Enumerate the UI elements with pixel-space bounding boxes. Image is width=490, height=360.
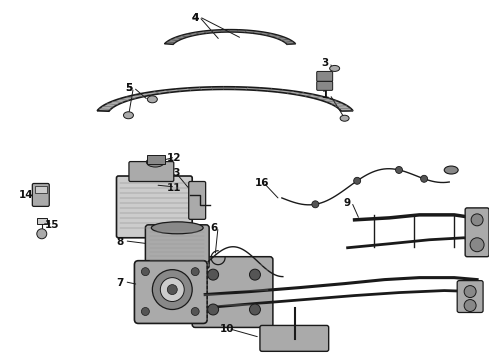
Circle shape bbox=[191, 268, 199, 276]
Circle shape bbox=[167, 285, 177, 294]
FancyBboxPatch shape bbox=[189, 181, 206, 219]
Text: 6: 6 bbox=[210, 223, 218, 233]
Circle shape bbox=[152, 270, 192, 310]
Text: 7: 7 bbox=[117, 278, 124, 288]
Ellipse shape bbox=[123, 112, 133, 119]
Circle shape bbox=[160, 278, 184, 302]
FancyBboxPatch shape bbox=[192, 257, 273, 328]
Bar bbox=[147, 155, 165, 164]
FancyBboxPatch shape bbox=[146, 225, 209, 269]
Text: 5: 5 bbox=[125, 84, 133, 93]
Text: 16: 16 bbox=[255, 178, 270, 188]
Ellipse shape bbox=[151, 222, 203, 234]
FancyBboxPatch shape bbox=[317, 71, 333, 81]
Circle shape bbox=[191, 307, 199, 315]
FancyBboxPatch shape bbox=[317, 81, 333, 90]
Text: 14: 14 bbox=[19, 190, 33, 200]
Circle shape bbox=[208, 269, 219, 280]
Ellipse shape bbox=[147, 157, 164, 167]
FancyBboxPatch shape bbox=[129, 162, 174, 181]
Circle shape bbox=[142, 307, 149, 315]
Polygon shape bbox=[97, 87, 353, 111]
Circle shape bbox=[37, 229, 47, 239]
FancyBboxPatch shape bbox=[134, 261, 207, 323]
Circle shape bbox=[471, 214, 483, 226]
FancyBboxPatch shape bbox=[465, 208, 489, 257]
Circle shape bbox=[420, 175, 428, 182]
Ellipse shape bbox=[444, 166, 458, 174]
Text: 3: 3 bbox=[322, 58, 329, 68]
Circle shape bbox=[464, 285, 476, 298]
Ellipse shape bbox=[147, 96, 157, 103]
Text: 9: 9 bbox=[343, 198, 351, 208]
Circle shape bbox=[354, 177, 361, 184]
Text: 4: 4 bbox=[191, 13, 198, 23]
Text: 1: 1 bbox=[322, 90, 329, 100]
FancyBboxPatch shape bbox=[260, 325, 329, 351]
Text: 5: 5 bbox=[125, 84, 133, 93]
Bar bbox=[35, 186, 47, 193]
Text: 13: 13 bbox=[167, 168, 182, 178]
Polygon shape bbox=[165, 30, 295, 44]
FancyBboxPatch shape bbox=[457, 280, 483, 312]
Bar bbox=[37, 218, 47, 224]
FancyBboxPatch shape bbox=[117, 176, 192, 238]
Ellipse shape bbox=[340, 115, 349, 121]
Ellipse shape bbox=[330, 66, 340, 71]
Text: 15: 15 bbox=[45, 220, 59, 230]
Circle shape bbox=[249, 304, 261, 315]
Text: 8: 8 bbox=[117, 237, 124, 247]
Text: 2: 2 bbox=[322, 75, 329, 84]
Text: 12: 12 bbox=[167, 153, 182, 163]
Text: 10: 10 bbox=[220, 324, 235, 334]
Circle shape bbox=[395, 166, 402, 174]
Text: 11: 11 bbox=[167, 183, 182, 193]
Text: 4: 4 bbox=[191, 13, 198, 23]
Circle shape bbox=[208, 304, 219, 315]
Circle shape bbox=[464, 300, 476, 311]
Circle shape bbox=[470, 238, 484, 252]
Circle shape bbox=[249, 269, 261, 280]
FancyBboxPatch shape bbox=[32, 184, 49, 206]
Circle shape bbox=[312, 201, 319, 208]
Circle shape bbox=[142, 268, 149, 276]
